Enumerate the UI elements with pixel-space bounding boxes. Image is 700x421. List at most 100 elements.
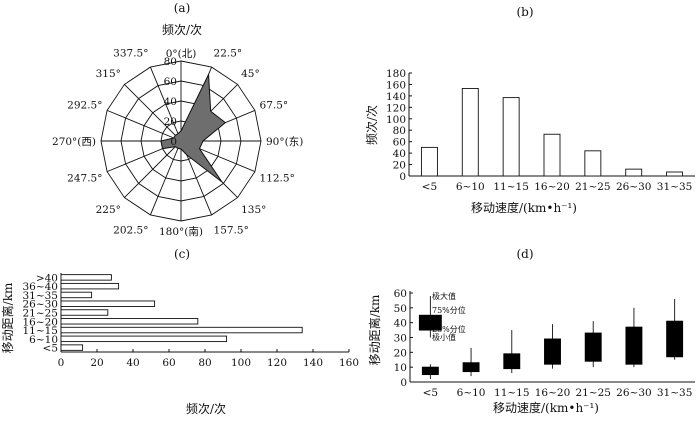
hbar-chart-y-tick-label: 21~25 xyxy=(22,308,58,320)
radar-spoke xyxy=(124,140,182,198)
hbar-chart-y-tick-label: 6~10 xyxy=(29,334,58,346)
radar-direction-label: 0°(北) xyxy=(166,48,197,60)
hbar-chart-x-tick-label: 20 xyxy=(90,357,103,369)
radar-radius-tick-label: 60 xyxy=(164,76,177,88)
legend-box xyxy=(418,314,442,331)
box-chart-y-tick-label: 0 xyxy=(400,377,407,389)
box-chart-x-axis-label: 移动速度/(km•h⁻¹) xyxy=(493,400,599,415)
hbar-chart-bars xyxy=(60,274,303,351)
hbar-chart-x-tick-label: 100 xyxy=(231,357,251,369)
box-chart-y-tick-label: 10 xyxy=(394,362,407,374)
panel-d-caption: (d) xyxy=(516,247,533,261)
bar-chart-x-tick-label: 21~25 xyxy=(575,181,611,193)
panel-b-caption: (b) xyxy=(516,5,533,19)
legend-label-min: 极小值 xyxy=(432,332,456,342)
radar-radius-tick-label: 20 xyxy=(164,116,177,128)
radar-radius-tick-label: 0 xyxy=(170,136,177,148)
radar-direction-label: 112.5° xyxy=(260,173,295,185)
radar-direction-label: 67.5° xyxy=(260,99,289,111)
legend-label-max: 极大值 xyxy=(432,291,456,301)
panel-c-caption: (c) xyxy=(174,247,190,261)
bar-chart-bars xyxy=(420,87,684,177)
legend-label-q1: 25%分位 xyxy=(432,324,466,334)
hbar-chart-y-tick-label: 31~35 xyxy=(22,290,58,302)
bar-chart-x-tick-label: 6~10 xyxy=(456,181,485,193)
hbar-chart-x-tick-label: 80 xyxy=(198,357,211,369)
bar xyxy=(584,150,602,177)
radar-direction-label: 270°(西) xyxy=(52,136,96,148)
box-chart-x-tick-label: 16~20 xyxy=(535,387,571,399)
bar xyxy=(502,97,520,177)
bar-chart-y-tick-label: 20 xyxy=(393,160,406,172)
bar-chart-y-tick-label: 120 xyxy=(386,102,406,114)
bar-chart-x-axis-label: 移动速度/(km•h⁻¹) xyxy=(471,200,577,215)
radar-direction-label: 180°(南) xyxy=(159,225,203,238)
radar-radius-tick-labels: 0 20 40 60 80 xyxy=(164,56,177,148)
hbar xyxy=(60,291,93,299)
box-chart-y-tick-label: 60 xyxy=(394,288,407,300)
box-chart-axes: 0 10 20 30 40 50 60 <5 6~10 11~15 16~20 21~25 26~30 3… xyxy=(394,288,695,399)
hbar-chart-y-tick-label: <5 xyxy=(43,343,58,355)
box xyxy=(544,338,561,365)
bar-chart-x-tick-label: 26~30 xyxy=(616,181,652,193)
hbar xyxy=(60,318,199,325)
radar-spoke xyxy=(149,140,182,216)
bar-chart-x-tick-label: 11~15 xyxy=(493,181,529,193)
bar-chart-x-tick-label: <5 xyxy=(422,181,437,193)
box-chart-y-tick-label: 30 xyxy=(394,333,407,345)
box-chart-x-tick-label: 21~25 xyxy=(575,387,611,399)
bar xyxy=(543,133,561,177)
hbar-chart-y-tick-label: 26~30 xyxy=(22,299,58,311)
panel-c-horizontal-bar-chart: (c) 0 20 40 60 80 100 120 140 160 <56~1011~1516~2… xyxy=(0,247,359,416)
radar-direction-label: 135° xyxy=(241,204,266,216)
bar-chart-y-tick-label: 180 xyxy=(386,68,406,80)
bar-chart-y-tick-label: 40 xyxy=(393,148,406,160)
box-chart-x-tick-label: 31~35 xyxy=(657,387,693,399)
box xyxy=(503,353,521,370)
box-chart-y-axis-label: 移动距离/km xyxy=(367,294,382,365)
hbar xyxy=(60,309,109,316)
legend-label-q3: 75%分位 xyxy=(432,305,466,315)
panel-d-box-chart: (d) 0 10 20 30 40 50 60 <5 6~10 11~15 16~20 21~25 26… xyxy=(367,247,695,415)
radar-data-layer xyxy=(160,72,227,183)
radar-direction-label: 337.5° xyxy=(113,47,148,59)
bar-chart-y-tick-label: 0 xyxy=(399,171,406,183)
hbar-chart-y-tick-label: 11~15 xyxy=(22,325,58,337)
hbar xyxy=(60,335,228,343)
radar-direction-label: 202.5° xyxy=(113,225,148,237)
hbar-chart-x-tick-label: 160 xyxy=(339,357,359,369)
hbar-chart-x-tick-label: 120 xyxy=(267,357,287,369)
panel-a-radar-chart: (a) 频次/次 0°(北) 22.5° 45° 67.5° 90°(东) 112.5° 1… xyxy=(52,1,303,238)
radar-radius-axis-label: 频次/次 xyxy=(162,23,202,37)
bar-chart-x-tick-label: 31~35 xyxy=(657,181,693,193)
hbar xyxy=(60,326,303,334)
bar xyxy=(666,171,684,177)
radar-direction-label: 247.5° xyxy=(67,173,102,185)
radar-direction-label: 90°(东) xyxy=(266,135,303,148)
hbar-chart-x-tick-label: 40 xyxy=(126,357,139,369)
box-chart-y-tick-label: 40 xyxy=(394,318,407,330)
radar-direction-label: 22.5° xyxy=(214,47,243,59)
radar-spoke xyxy=(106,109,182,142)
hbar xyxy=(60,344,84,351)
hbar xyxy=(60,274,112,281)
radar-direction-label: 157.5° xyxy=(214,225,249,237)
radar-spoke xyxy=(149,66,182,142)
box-chart-x-tick-label: <5 xyxy=(423,387,438,399)
radar-direction-labels: 0°(北) 22.5° 45° 67.5° 90°(东) 112.5° 135° 157.5°… xyxy=(52,47,303,238)
hbar-chart-x-tick-label: 0 xyxy=(58,357,65,369)
bar-chart-y-axis-label: 频次/次 xyxy=(365,105,379,145)
hbar-chart-x-tick-label: 60 xyxy=(162,357,175,369)
hbar xyxy=(60,300,156,307)
box xyxy=(584,332,602,362)
hbar-chart-y-tick-label: 16~20 xyxy=(22,316,58,328)
bar xyxy=(461,87,479,177)
radar-radius-tick-label: 80 xyxy=(164,56,177,68)
box-chart-y-tick-label: 20 xyxy=(394,347,407,359)
radar-direction-label: 292.5° xyxy=(67,99,102,111)
radar-direction-label: 225° xyxy=(96,204,121,216)
hbar-chart-x-axis-label: 频次/次 xyxy=(186,402,226,416)
bar-chart-y-tick-label: 100 xyxy=(386,114,406,126)
